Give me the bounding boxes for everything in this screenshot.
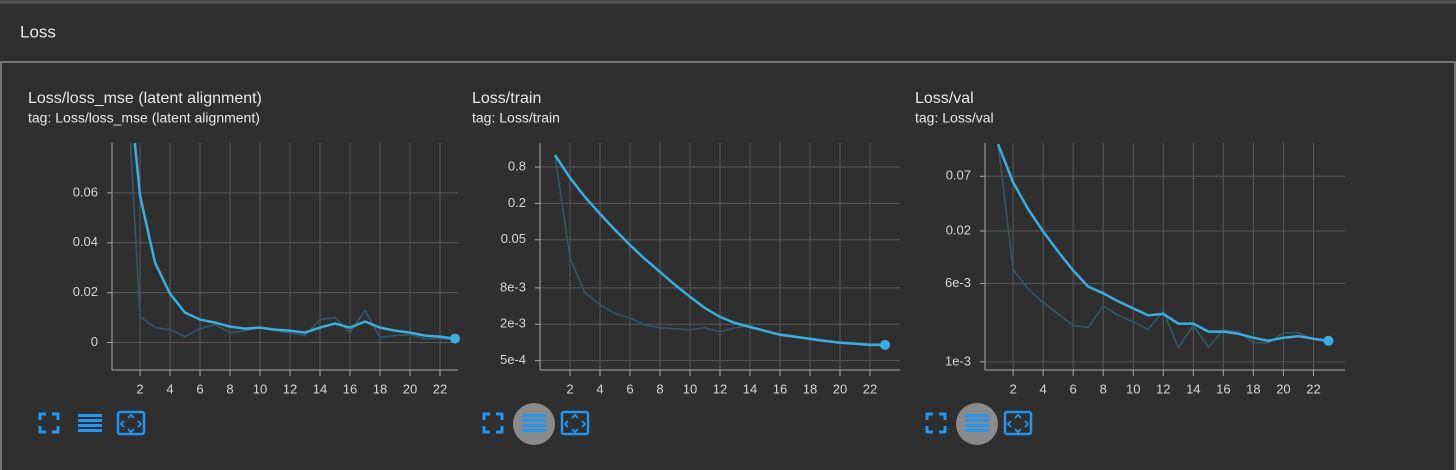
series-line	[133, 143, 456, 340]
chart-subtitle: tag: Loss/train	[472, 110, 560, 126]
y-tick-label: 6e-3	[945, 275, 971, 290]
fit-domain-arrows	[563, 413, 587, 434]
x-tick-label: 22	[1306, 381, 1320, 396]
x-tick-label: 4	[1040, 381, 1047, 396]
x-tick-label: 16	[1216, 381, 1230, 396]
log-scale-button[interactable]	[78, 414, 102, 432]
y-tick-label: 0.8	[508, 158, 526, 173]
x-tick-label: 2	[566, 381, 573, 396]
x-tick-label: 18	[373, 381, 387, 396]
y-tick-label: 0.02	[946, 222, 971, 237]
chart-title: Loss/val	[915, 90, 974, 107]
x-tick-label: 16	[343, 381, 357, 396]
icon-bar	[965, 414, 989, 417]
icon-bar	[965, 424, 989, 427]
icon-bar	[522, 419, 546, 422]
icon-bar	[965, 429, 989, 432]
toolbar	[38, 410, 146, 436]
card-toolbars	[38, 403, 1033, 445]
x-tick-label: 16	[773, 381, 787, 396]
x-tick-label: 12	[713, 381, 727, 396]
icon-bar	[78, 419, 102, 422]
x-tick-label: 2	[136, 381, 143, 396]
x-tick-label: 2	[1009, 381, 1016, 396]
x-tick-label: 4	[596, 381, 603, 396]
x-tick-label: 18	[803, 381, 817, 396]
series-line	[553, 154, 885, 347]
x-tick-label: 10	[253, 381, 267, 396]
icon-bar	[522, 414, 546, 417]
x-tick-label: 8	[1100, 381, 1107, 396]
x-tick-label: 14	[1186, 381, 1200, 396]
x-tick-label: 12	[283, 381, 297, 396]
y-tick-label: 5e-4	[500, 352, 526, 367]
chart-title: Loss/loss_mse (latent alignment)	[28, 90, 262, 107]
series-line	[996, 143, 1329, 343]
x-tick-label: 6	[1070, 381, 1077, 396]
x-tick-label: 20	[833, 381, 847, 396]
x-tick-label: 12	[1156, 381, 1170, 396]
chart-subtitle: tag: Loss/loss_mse (latent alignment)	[28, 110, 260, 126]
y-tick-label: 0.05	[501, 231, 526, 246]
icon-bar	[78, 414, 102, 417]
icon-bar	[522, 424, 546, 427]
log-scale-button[interactable]	[965, 414, 989, 432]
fullscreen-button[interactable]	[38, 412, 60, 434]
fullscreen-button[interactable]	[482, 412, 504, 434]
last-point	[880, 339, 890, 350]
x-tick-label: 14	[743, 381, 757, 396]
log-scale-button[interactable]	[522, 414, 546, 432]
icon-bar	[965, 419, 989, 422]
y-tick-label: 0.2	[508, 195, 526, 210]
y-tick-label: 0.06	[73, 184, 98, 199]
y-tick-label: 0.04	[73, 234, 98, 249]
x-tick-label: 6	[626, 381, 633, 396]
y-tick-label: 0.02	[73, 284, 98, 299]
icon-bar	[78, 424, 102, 427]
fullscreen-button[interactable]	[925, 412, 947, 434]
y-tick-label: 8e-3	[500, 279, 526, 294]
y-tick-label: 0.07	[946, 168, 971, 183]
series-line	[129, 143, 456, 341]
fit-domain-arrows	[1006, 413, 1030, 434]
last-point	[1323, 335, 1334, 346]
x-tick-label: 18	[1246, 381, 1260, 396]
x-tick-label: 6	[196, 381, 203, 396]
fit-domain-button[interactable]	[1003, 410, 1033, 436]
x-tick-label: 20	[1276, 381, 1290, 396]
x-tick-label: 20	[403, 381, 417, 396]
y-tick-label: 2e-3	[500, 316, 526, 331]
y-tick-label: 0	[91, 334, 98, 349]
x-tick-label: 8	[656, 381, 663, 396]
x-tick-label: 10	[1126, 381, 1140, 396]
chart-title: Loss/train	[472, 90, 541, 107]
chart-subtitle: tag: Loss/val	[915, 110, 994, 126]
fit-domain-button[interactable]	[560, 410, 590, 436]
toolbar	[482, 403, 590, 445]
section-border	[0, 61, 1456, 470]
icon-bar	[522, 429, 546, 432]
x-tick-label: 4	[166, 381, 173, 396]
x-tick-label: 14	[313, 381, 327, 396]
x-tick-label: 8	[226, 381, 233, 396]
icon-bar	[78, 429, 102, 432]
last-point	[450, 333, 461, 344]
x-tick-label: 22	[863, 381, 877, 396]
x-tick-label: 10	[683, 381, 697, 396]
fit-domain-button[interactable]	[116, 410, 146, 436]
y-tick-label: 1e-3	[945, 353, 971, 368]
fit-domain-arrows	[119, 413, 143, 434]
section-title[interactable]: Loss	[20, 22, 56, 41]
toolbar	[925, 403, 1033, 445]
x-tick-label: 22	[433, 381, 447, 396]
